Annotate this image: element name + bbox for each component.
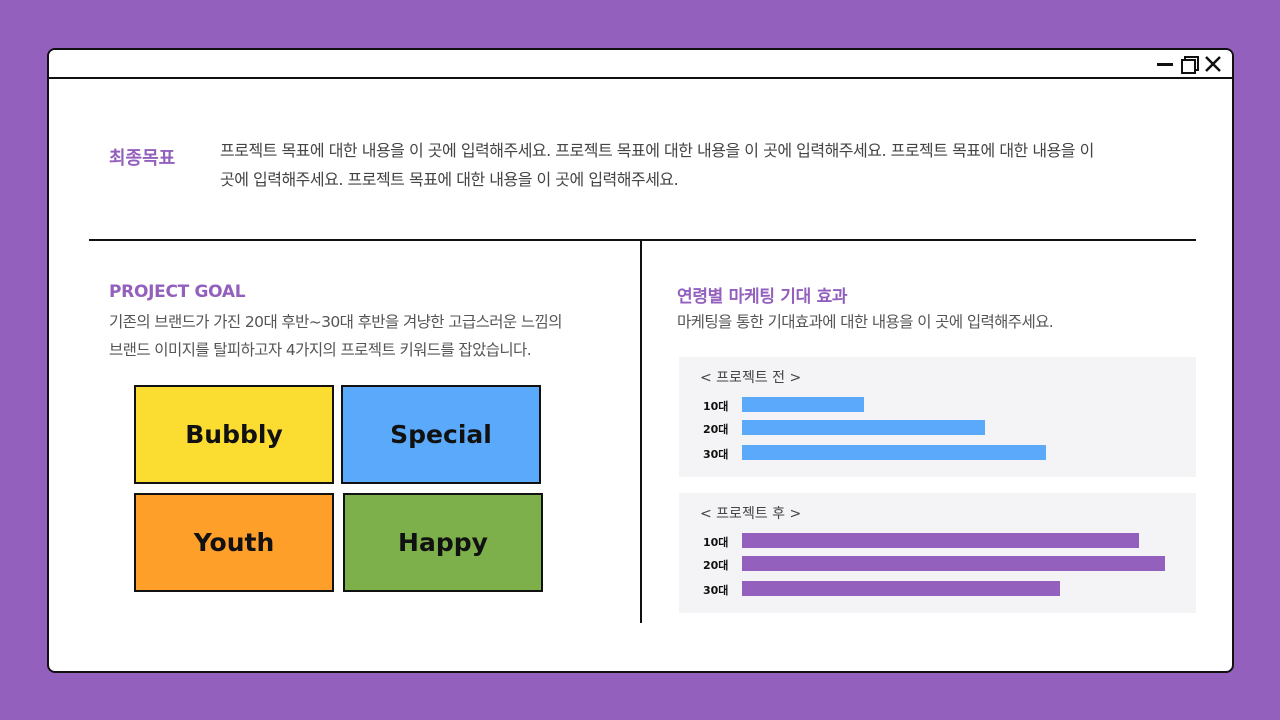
keyword-card-happy: Happy xyxy=(343,493,543,592)
chart-row-label: 20대 xyxy=(703,423,729,436)
project-goal-line-1: 기존의 브랜드가 가진 20대 후반~30대 후반을 겨냥한 고급스러운 느낌의 xyxy=(109,313,562,331)
project-goal-line-2: 브랜드 이미지를 탈피하고자 4가지의 프로젝트 키워드를 잡았습니다. xyxy=(109,341,532,359)
chart-before-panel: < 프로젝트 전 > 10대 20대 30대 xyxy=(679,357,1196,477)
chart-bar xyxy=(742,445,1046,460)
marketing-desc: 마케팅을 통한 기대효과에 대한 내용을 이 곳에 입력해주세요. xyxy=(677,313,1054,331)
window-controls xyxy=(1156,55,1222,74)
final-goal-text: 프로젝트 목표에 대한 내용을 이 곳에 입력해주세요. 프로젝트 목표에 대한… xyxy=(220,141,1094,189)
final-goal-title: 최종목표 xyxy=(109,148,176,169)
chart-row-label: 30대 xyxy=(703,448,729,461)
chart-row-label: 20대 xyxy=(703,559,729,572)
chart-row-label: 10대 xyxy=(703,536,729,549)
horizontal-divider xyxy=(89,239,1196,241)
chart-after-panel: < 프로젝트 후 > 10대 20대 30대 xyxy=(679,493,1196,613)
chart-after-title: < 프로젝트 후 > xyxy=(700,506,802,522)
minimize-icon[interactable] xyxy=(1156,55,1174,73)
chart-bar xyxy=(742,420,985,435)
keyword-card-special: Special xyxy=(341,385,541,484)
vertical-divider xyxy=(640,240,642,623)
chart-bar xyxy=(742,397,864,412)
chart-bar xyxy=(742,533,1139,548)
maximize-icon[interactable] xyxy=(1180,55,1199,74)
marketing-title: 연령별 마케팅 기대 효과 xyxy=(677,287,848,307)
close-icon[interactable] xyxy=(1204,55,1222,73)
chart-row-label: 30대 xyxy=(703,584,729,597)
project-goal-title: PROJECT GOAL xyxy=(109,282,246,302)
keyword-card-bubbly: Bubbly xyxy=(134,385,334,484)
chart-row-label: 10대 xyxy=(703,400,729,413)
presentation-window: 최종목표 프로젝트 목표에 대한 내용을 이 곳에 입력해주세요. 프로젝트 목… xyxy=(47,48,1234,673)
chart-bar xyxy=(742,581,1060,596)
title-bar xyxy=(49,50,1232,79)
keyword-card-youth: Youth xyxy=(134,493,334,592)
chart-before-title: < 프로젝트 전 > xyxy=(700,370,802,386)
chart-bar xyxy=(742,556,1165,571)
